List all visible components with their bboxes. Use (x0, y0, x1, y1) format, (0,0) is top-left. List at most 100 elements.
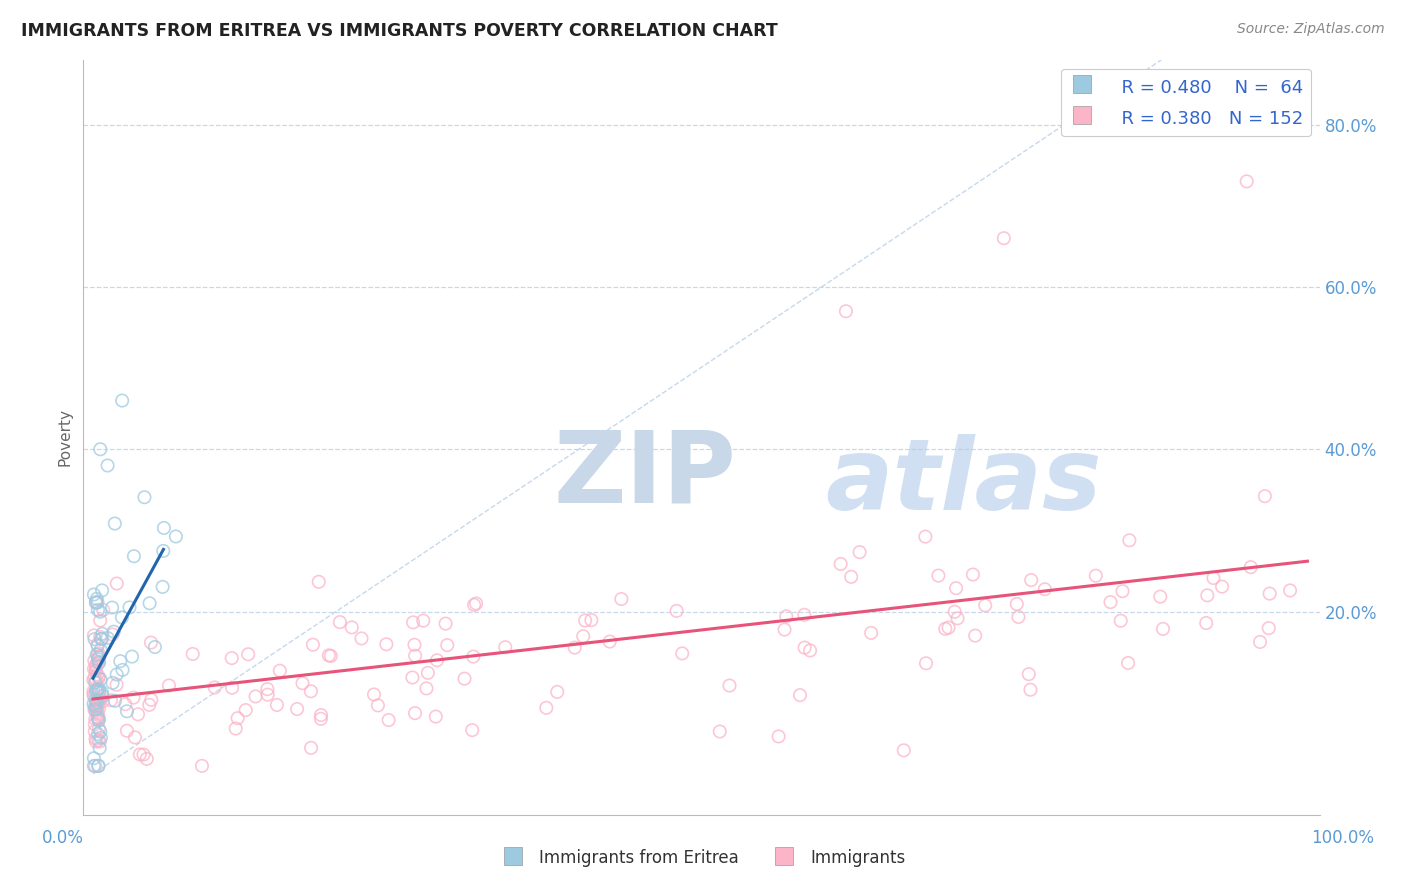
Point (86, 596, 108, 610)
Point (87, 712, 110, 726)
Point (962, 567, 984, 582)
Point (946, 611, 969, 625)
Point (221, 681, 243, 695)
Point (105, 667, 128, 681)
Point (89, 442, 111, 457)
Point (84, 734, 107, 748)
Point (1202, 571, 1225, 585)
Point (110, 654, 132, 668)
Point (191, 759, 214, 773)
Point (401, 671, 423, 685)
Point (105, 576, 128, 591)
Point (83, 632, 105, 647)
Point (375, 637, 398, 651)
Point (1116, 656, 1139, 670)
Point (860, 626, 883, 640)
Point (84, 596, 107, 610)
Point (1109, 614, 1132, 628)
Point (141, 693, 163, 707)
Point (319, 648, 342, 663)
Point (87, 733, 110, 747)
Point (536, 701, 558, 715)
Point (581, 613, 603, 627)
Point (1195, 615, 1218, 630)
Point (993, 231, 1015, 245)
Point (329, 615, 352, 629)
Point (238, 647, 260, 661)
Point (718, 679, 741, 693)
Legend:   R = 0.480    N =  64,   R = 0.380   N = 152: R = 0.480 N = 64, R = 0.380 N = 152 (1062, 69, 1310, 136)
Point (105, 678, 128, 692)
Point (773, 623, 796, 637)
Point (90, 673, 112, 687)
Point (91, 694, 114, 708)
Point (299, 684, 322, 698)
Point (546, 685, 568, 699)
Point (143, 640, 166, 654)
Point (835, 304, 858, 318)
Point (1099, 595, 1122, 609)
Point (101, 676, 124, 690)
Point (226, 711, 249, 725)
Point (104, 694, 127, 708)
Point (204, 681, 226, 695)
Point (775, 609, 797, 624)
Point (266, 698, 288, 712)
Point (1240, 560, 1263, 574)
Point (574, 614, 596, 628)
Point (87, 603, 110, 617)
Point (1005, 597, 1028, 611)
Point (97, 458, 120, 473)
Point (934, 622, 956, 636)
Point (1111, 584, 1133, 599)
Point (1197, 588, 1219, 602)
Point (87, 694, 110, 708)
Point (87, 646, 110, 660)
Point (87, 759, 110, 773)
Point (1236, 174, 1258, 188)
Point (291, 676, 314, 690)
Point (412, 614, 434, 628)
Point (377, 713, 399, 727)
Point (128, 747, 150, 762)
Point (82, 687, 104, 701)
Point (134, 490, 156, 504)
Point (84, 683, 107, 698)
Point (101, 627, 124, 641)
Point (90, 685, 112, 699)
Point (87, 698, 110, 712)
Point (1279, 583, 1302, 598)
Point (84, 759, 107, 773)
Point (235, 703, 257, 717)
Point (709, 724, 731, 739)
Point (1033, 582, 1056, 597)
Text: Source: ZipAtlas.com: Source: ZipAtlas.com (1237, 22, 1385, 37)
Point (89, 614, 111, 628)
Point (87, 681, 110, 696)
Point (84, 657, 107, 672)
Point (893, 743, 915, 757)
Point (86, 711, 108, 725)
Point (83, 717, 105, 731)
Point (124, 731, 146, 745)
Point (114, 697, 136, 711)
Point (111, 393, 134, 408)
Point (302, 638, 325, 652)
Point (938, 621, 960, 635)
Point (84, 698, 107, 713)
Point (138, 596, 160, 610)
Point (404, 706, 426, 720)
Point (87, 759, 110, 773)
Point (86, 696, 108, 710)
Point (90, 692, 112, 706)
Point (152, 544, 174, 558)
Point (82, 697, 104, 711)
Point (416, 665, 439, 680)
Point (1257, 621, 1279, 635)
Point (793, 607, 815, 622)
Point (318, 648, 340, 663)
Point (610, 592, 633, 607)
Text: 100.0%: 100.0% (1312, 829, 1374, 847)
Point (90, 731, 112, 745)
Point (84, 702, 107, 716)
